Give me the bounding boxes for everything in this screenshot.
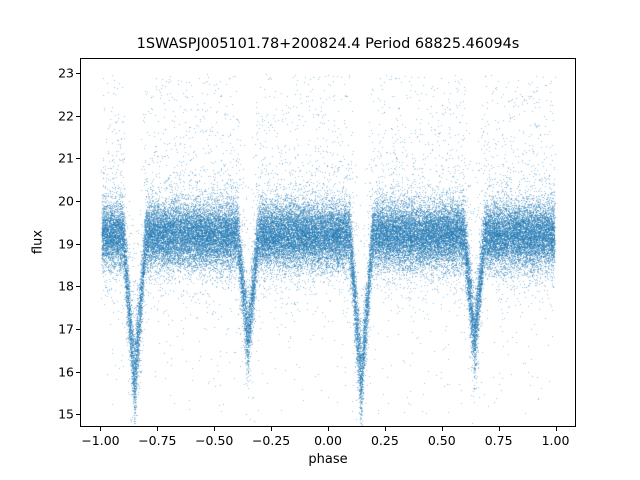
y-tick bbox=[76, 72, 80, 74]
x-tick-label: −0.50 bbox=[195, 433, 234, 448]
y-tick bbox=[76, 200, 80, 202]
y-tick-label: 15 bbox=[58, 406, 74, 422]
y-tick-label: 20 bbox=[58, 193, 74, 209]
x-tick-label: 0.25 bbox=[370, 433, 399, 448]
y-tick bbox=[76, 158, 80, 160]
y-tick-label: 23 bbox=[58, 65, 74, 81]
y-tick bbox=[76, 286, 80, 288]
y-tick bbox=[76, 115, 80, 117]
x-tick bbox=[328, 427, 329, 431]
y-tick-label: 22 bbox=[58, 108, 74, 124]
x-tick bbox=[498, 427, 500, 431]
y-tick-label: 21 bbox=[58, 150, 74, 166]
y-tick bbox=[76, 328, 80, 330]
x-tick-label: −0.25 bbox=[251, 433, 291, 448]
x-tick bbox=[555, 427, 557, 431]
plot-area bbox=[80, 58, 576, 427]
y-tick bbox=[76, 243, 80, 245]
x-tick bbox=[271, 427, 273, 431]
chart-title: 1SWASPJ005101.78+200824.4 Period 68825.4… bbox=[136, 36, 520, 52]
y-tick bbox=[76, 371, 80, 373]
x-tick bbox=[157, 427, 159, 431]
scatter-canvas bbox=[81, 59, 575, 426]
x-tick-label: −1.00 bbox=[81, 433, 120, 448]
x-tick-label: −0.75 bbox=[138, 433, 177, 448]
x-tick-label: 0.75 bbox=[484, 433, 513, 448]
y-tick-label: 19 bbox=[58, 236, 74, 252]
x-tick-label: 0.50 bbox=[427, 433, 456, 448]
x-tick-label: 0.00 bbox=[314, 433, 342, 448]
x-axis-label: phase bbox=[308, 452, 348, 467]
x-tick bbox=[384, 427, 386, 431]
x-tick bbox=[214, 427, 216, 431]
y-tick-label: 16 bbox=[58, 364, 74, 380]
x-tick bbox=[441, 427, 443, 431]
y-tick-label: 18 bbox=[58, 278, 74, 294]
y-tick bbox=[76, 414, 80, 416]
x-tick bbox=[100, 427, 102, 431]
x-tick-label: 1.00 bbox=[541, 433, 570, 448]
y-tick-label: 17 bbox=[58, 321, 74, 337]
